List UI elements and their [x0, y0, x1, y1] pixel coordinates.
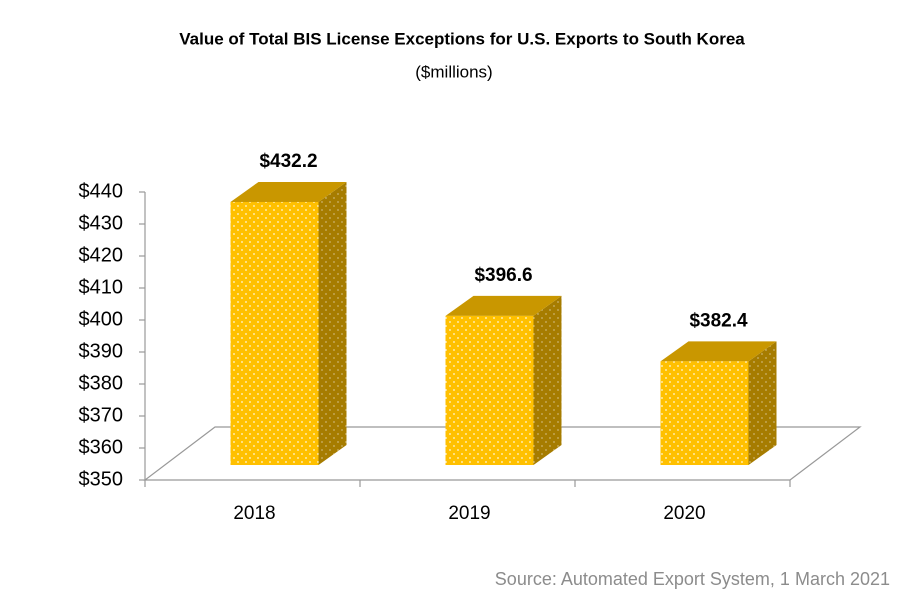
bar-dots [230, 201, 319, 465]
x-tick-label: 2020 [663, 503, 705, 524]
bar-side-dots [318, 181, 347, 465]
bar-top [230, 181, 347, 202]
bar-dots [445, 315, 534, 465]
y-tick-label: $400 [79, 308, 124, 330]
bar-top [445, 295, 562, 316]
chart-title: Value of Total BIS License Exceptions fo… [179, 29, 745, 48]
value-label: $382.4 [689, 310, 748, 331]
y-tick-label: $430 [79, 212, 124, 234]
bar-side-dots [748, 341, 777, 465]
y-tick-label: $390 [79, 340, 124, 362]
bar-dots [660, 361, 749, 465]
y-tick-label: $410 [79, 276, 124, 298]
y-tick-label: $360 [79, 436, 124, 458]
x-tick-label: 2019 [448, 503, 490, 524]
y-tick-label: $420 [79, 244, 124, 266]
source-note: Source: Automated Export System, 1 March… [495, 569, 890, 589]
y-tick-label: $350 [79, 468, 124, 490]
y-tick-label: $370 [79, 404, 124, 426]
x-tick-label: 2018 [233, 503, 275, 524]
y-tick-label: $440 [79, 180, 124, 202]
bar-side-dots [533, 295, 562, 465]
value-label: $432.2 [259, 151, 317, 172]
value-label: $396.6 [474, 265, 532, 286]
y-tick-label: $380 [79, 372, 124, 394]
bar-top [660, 341, 777, 362]
chart-subtitle: ($millions) [415, 62, 492, 81]
